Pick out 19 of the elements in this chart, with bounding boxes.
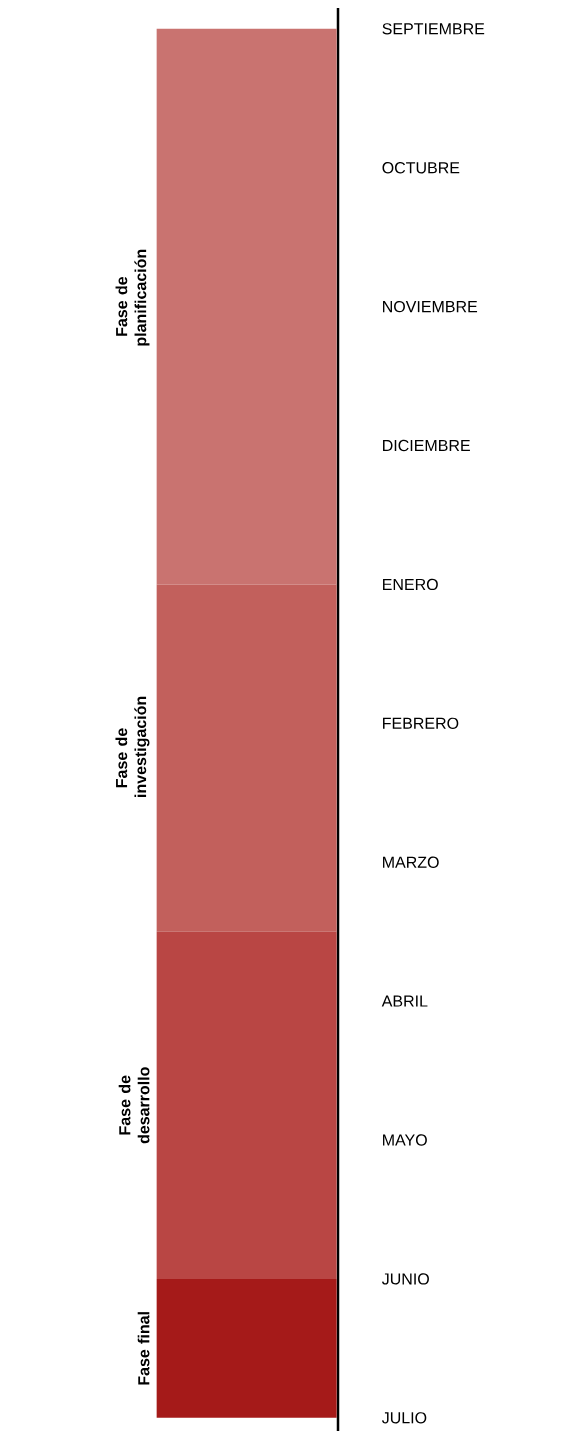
text: Fase de desarrollo: [118, 1067, 150, 1144]
bar: [156, 584, 337, 932]
text: ENERO: [383, 578, 438, 591]
text: Fase de planificación: [115, 249, 150, 346]
text: JUNIO: [381, 1273, 429, 1285]
text: FEBRERO: [383, 717, 459, 729]
text: MARZO: [383, 856, 439, 868]
bar: [156, 931, 337, 1279]
text: MAYO: [383, 1134, 427, 1146]
text: JULIO: [381, 1412, 427, 1424]
bar: [156, 28, 337, 585]
text: Fase de investigación: [115, 696, 150, 797]
bar: [156, 1278, 337, 1418]
text: SEPTIEMBRE: [382, 23, 485, 35]
text: Fase final: [137, 1312, 150, 1385]
text: OCTUBRE: [382, 162, 460, 174]
text: NOVIEMBRE: [383, 300, 478, 313]
text: ABRIL: [381, 995, 428, 1007]
text: DICIEMBRE: [383, 439, 470, 452]
